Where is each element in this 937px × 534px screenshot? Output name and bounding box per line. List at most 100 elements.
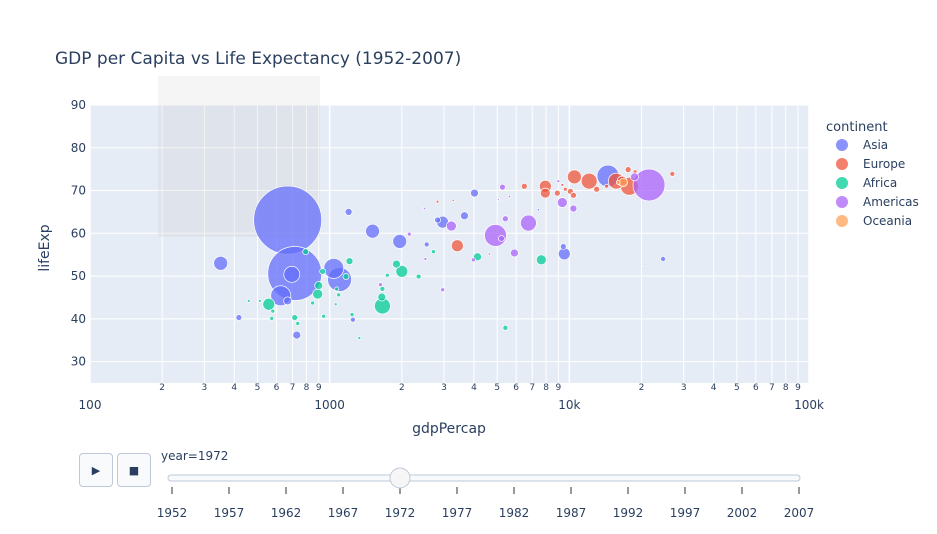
data-point-europe[interactable]: [539, 187, 551, 199]
data-point-europe[interactable]: [451, 239, 464, 253]
data-point-europe[interactable]: [669, 170, 676, 177]
data-point-africa[interactable]: [295, 321, 301, 326]
legend-item-americas[interactable]: Americas: [836, 195, 919, 209]
data-point-asia[interactable]: [559, 243, 567, 250]
data-point-africa[interactable]: [336, 292, 341, 298]
data-point-africa[interactable]: [345, 257, 354, 265]
slider-step-label[interactable]: 1987: [556, 506, 587, 520]
stop-button[interactable]: ■: [117, 453, 151, 487]
slider-step-label[interactable]: 2007: [784, 506, 815, 520]
data-point-africa[interactable]: [312, 288, 323, 300]
data-point-asia[interactable]: [392, 234, 408, 249]
data-point-asia[interactable]: [283, 266, 301, 283]
data-point-americas[interactable]: [440, 287, 445, 293]
data-point-europe[interactable]: [624, 166, 632, 173]
data-point-africa[interactable]: [302, 248, 310, 256]
legend-item-africa[interactable]: Africa: [836, 176, 897, 190]
play-button[interactable]: ▶: [79, 453, 113, 487]
data-point-americas[interactable]: [471, 257, 476, 263]
data-point-africa[interactable]: [377, 292, 387, 302]
data-point-europe[interactable]: [520, 182, 528, 190]
data-point-africa[interactable]: [392, 259, 401, 269]
data-point-africa[interactable]: [379, 286, 386, 292]
data-point-africa[interactable]: [395, 265, 409, 278]
slider-step-label[interactable]: 1997: [670, 506, 701, 520]
data-point-africa[interactable]: [357, 336, 362, 340]
data-point-asia[interactable]: [283, 296, 293, 306]
data-point-americas[interactable]: [497, 198, 500, 201]
legend-item-europe[interactable]: Europe: [836, 157, 905, 171]
data-point-americas[interactable]: [556, 197, 568, 208]
slider-handle[interactable]: [389, 467, 411, 489]
data-point-asia[interactable]: [470, 188, 479, 198]
data-point-africa[interactable]: [384, 272, 390, 278]
data-point-africa[interactable]: [269, 316, 275, 321]
data-point-asia[interactable]: [235, 314, 243, 321]
data-point-europe[interactable]: [604, 183, 609, 189]
data-point-americas[interactable]: [423, 257, 428, 261]
data-point-africa[interactable]: [334, 286, 340, 292]
data-point-africa[interactable]: [291, 314, 299, 321]
data-point-americas[interactable]: [502, 215, 509, 223]
data-point-europe[interactable]: [570, 191, 577, 199]
data-point-asia[interactable]: [344, 208, 353, 216]
slider-rail[interactable]: [167, 474, 801, 482]
data-point-asia[interactable]: [213, 255, 229, 271]
data-point-africa[interactable]: [535, 254, 547, 266]
data-point-americas[interactable]: [378, 282, 383, 287]
data-point-americas[interactable]: [499, 183, 506, 191]
data-point-asia[interactable]: [365, 223, 380, 239]
data-point-asia[interactable]: [460, 211, 469, 221]
data-point-americas[interactable]: [498, 235, 505, 242]
data-point-africa[interactable]: [262, 297, 276, 311]
slider-step-label[interactable]: 1952: [157, 506, 188, 520]
slider-step-label[interactable]: 2002: [727, 506, 758, 520]
data-point-americas[interactable]: [630, 172, 639, 182]
data-point-asia[interactable]: [423, 241, 430, 248]
data-point-africa[interactable]: [319, 268, 327, 275]
data-point-asia[interactable]: [350, 316, 356, 323]
data-point-europe[interactable]: [560, 183, 565, 187]
data-point-americas[interactable]: [446, 220, 457, 232]
data-point-africa[interactable]: [333, 302, 338, 307]
data-point-europe[interactable]: [562, 186, 568, 192]
data-point-europe[interactable]: [580, 172, 598, 190]
data-point-oceania[interactable]: [615, 180, 621, 185]
data-point-europe[interactable]: [593, 185, 600, 193]
data-point-americas[interactable]: [569, 204, 578, 213]
data-point-africa[interactable]: [502, 324, 509, 331]
data-point-americas[interactable]: [507, 194, 511, 199]
data-point-americas[interactable]: [487, 252, 491, 256]
legend-item-asia[interactable]: Asia: [836, 138, 888, 152]
data-point-europe[interactable]: [451, 198, 455, 202]
data-point-africa[interactable]: [415, 273, 422, 280]
slider-step-label[interactable]: 1962: [271, 506, 302, 520]
data-point-asia[interactable]: [434, 216, 441, 224]
data-point-africa[interactable]: [431, 249, 436, 255]
data-point-africa[interactable]: [270, 308, 276, 314]
data-point-americas[interactable]: [520, 214, 537, 232]
data-point-africa[interactable]: [257, 299, 262, 303]
data-point-africa[interactable]: [314, 281, 324, 290]
data-point-americas[interactable]: [510, 248, 519, 258]
data-point-americas[interactable]: [556, 179, 561, 183]
data-point-africa[interactable]: [643, 262, 647, 266]
data-point-americas[interactable]: [632, 168, 666, 202]
slider-step-label[interactable]: 1957: [214, 506, 245, 520]
data-point-americas[interactable]: [423, 206, 427, 211]
data-point-africa[interactable]: [321, 313, 327, 319]
data-point-americas[interactable]: [484, 224, 507, 247]
data-point-asia[interactable]: [536, 208, 540, 212]
data-point-asia[interactable]: [292, 330, 302, 340]
plot-area[interactable]: [90, 105, 809, 383]
legend-item-oceania[interactable]: Oceania: [836, 214, 912, 228]
data-point-africa[interactable]: [349, 312, 355, 317]
slider-step-label[interactable]: 1972: [385, 506, 416, 520]
data-point-europe[interactable]: [553, 189, 561, 197]
data-point-europe[interactable]: [567, 169, 582, 185]
data-point-africa[interactable]: [246, 299, 251, 303]
slider-step-label[interactable]: 1992: [613, 506, 644, 520]
slider-step-label[interactable]: 1977: [442, 506, 473, 520]
data-point-africa[interactable]: [310, 300, 315, 306]
data-point-americas[interactable]: [406, 231, 412, 237]
